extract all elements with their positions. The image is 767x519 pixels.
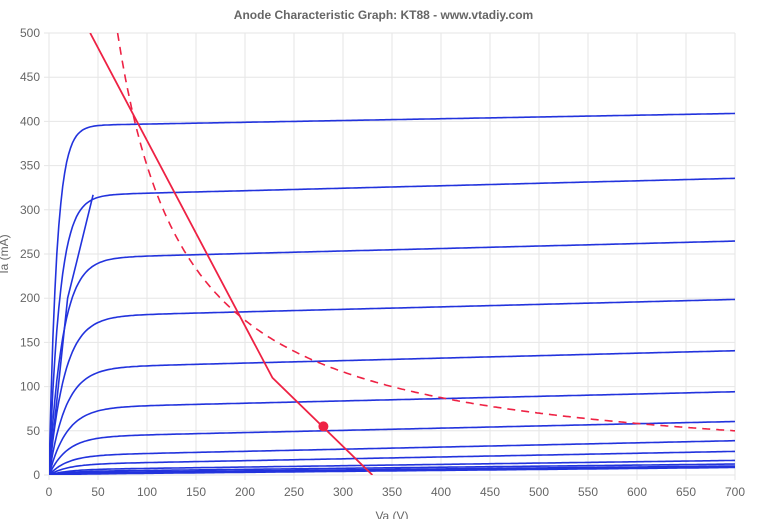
y-tick-label: 400 [20, 114, 40, 128]
anode-curve [49, 349, 735, 475]
anode-curve [49, 298, 735, 475]
x-tick-label: 700 [725, 485, 745, 499]
anode-curve [49, 420, 735, 475]
x-tick-label: 300 [333, 485, 353, 499]
y-axis-label: Ia (mA) [0, 234, 11, 273]
operating-point [318, 421, 329, 432]
y-tick-label: 100 [20, 380, 40, 394]
y-tick-label: 150 [20, 335, 40, 349]
anode-curve [49, 463, 735, 475]
x-axis-label: Va (V) [375, 509, 408, 519]
x-tick-label: 200 [235, 485, 255, 499]
x-tick-label: 450 [480, 485, 500, 499]
anode-curve [49, 390, 735, 475]
load-line [89, 33, 374, 475]
x-tick-label: 600 [627, 485, 647, 499]
plot-area [49, 33, 735, 475]
y-tick-label: 450 [20, 70, 40, 84]
x-tick-label: 250 [284, 485, 304, 499]
max-dissipation-curve [116, 33, 735, 432]
y-tick-label: 500 [20, 26, 40, 40]
anode-curve [49, 112, 735, 475]
anode-curve [49, 459, 735, 475]
anode-curve [49, 177, 735, 475]
y-tick-label: 0 [33, 468, 40, 482]
y-tick-label: 300 [20, 203, 40, 217]
x-tick-label: 100 [137, 485, 157, 499]
grid-lines [44, 32, 736, 480]
x-tick-label: 150 [186, 485, 206, 499]
x-tick-label: 350 [382, 485, 402, 499]
anode-curve [49, 450, 735, 475]
anode-curve [49, 466, 735, 475]
y-tick-label: 200 [20, 291, 40, 305]
y-tick-label: 50 [27, 424, 41, 438]
x-tick-labels: 0 50 100 150 200 250 300 350 400 450 500 550 600 650 7… [46, 485, 746, 499]
x-tick-label: 0 [46, 485, 53, 499]
y-tick-label: 350 [20, 159, 40, 173]
x-tick-label: 400 [431, 485, 451, 499]
anode-curve [49, 465, 735, 475]
y-tick-label: 250 [20, 247, 40, 261]
anode-curve [49, 240, 735, 475]
x-tick-label: 550 [578, 485, 598, 499]
chart-title: Anode Characteristic Graph: KT88 - www.v… [233, 8, 534, 22]
x-tick-label: 650 [676, 485, 696, 499]
anode-curve [49, 439, 735, 475]
x-tick-label: 50 [91, 485, 105, 499]
knee-line [49, 194, 94, 475]
y-tick-labels: 0 50 100 150 200 250 300 350 400 450 500 [20, 26, 40, 482]
x-tick-label: 500 [529, 485, 549, 499]
